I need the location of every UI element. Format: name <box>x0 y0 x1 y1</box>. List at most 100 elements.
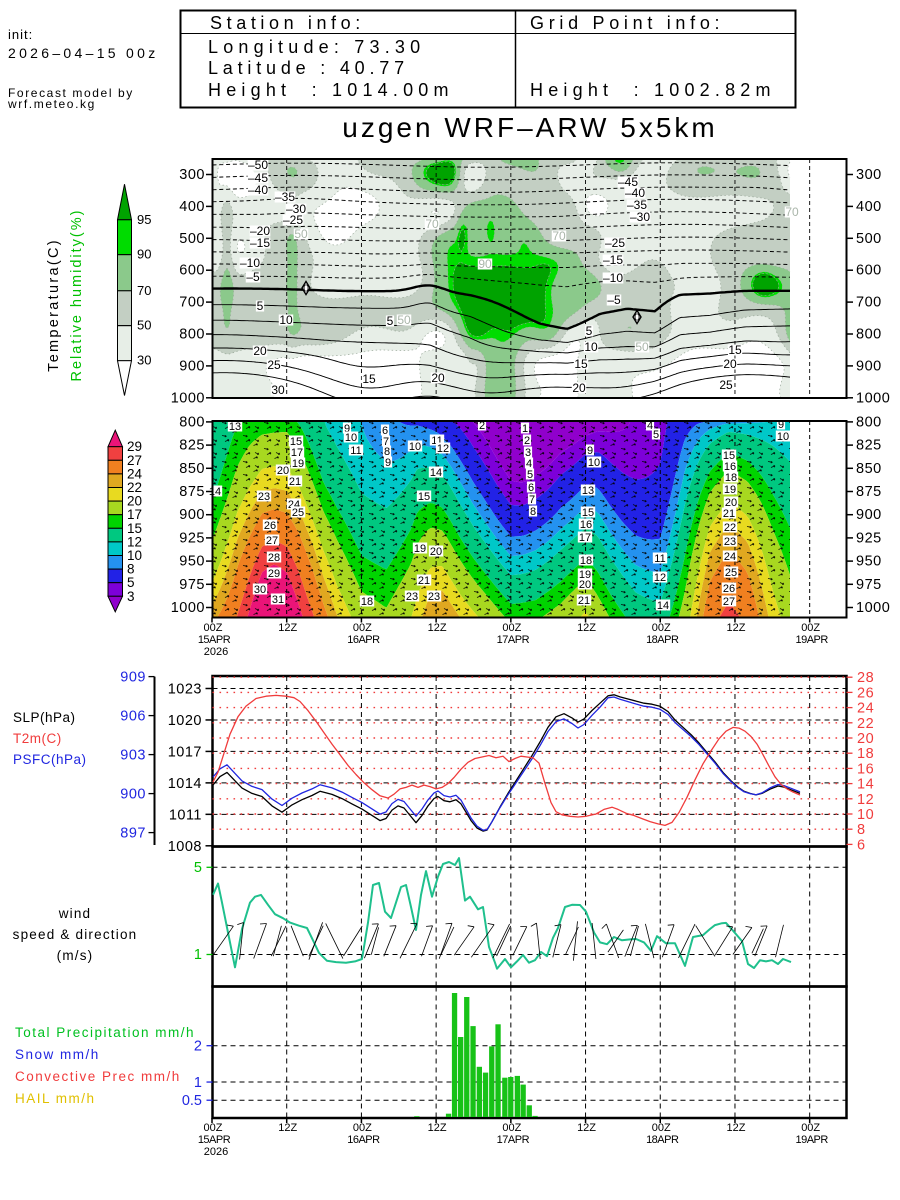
svg-text:2: 2 <box>194 1039 202 1055</box>
svg-text:–40: –40 <box>248 183 268 197</box>
svg-text:28: 28 <box>268 552 280 564</box>
svg-text:897: 897 <box>120 826 146 842</box>
svg-text:25: 25 <box>719 378 733 392</box>
svg-text:90: 90 <box>137 247 151 262</box>
svg-text:12: 12 <box>127 534 142 549</box>
svg-text:16: 16 <box>857 761 874 777</box>
svg-text:900: 900 <box>179 358 205 374</box>
svg-text:12Z: 12Z <box>428 1122 447 1134</box>
svg-text:23: 23 <box>406 591 418 603</box>
svg-text:17APR: 17APR <box>497 634 530 646</box>
svg-text:1020: 1020 <box>168 713 202 729</box>
svg-text:8: 8 <box>127 562 135 577</box>
svg-text:22: 22 <box>724 522 736 534</box>
svg-text:1008: 1008 <box>168 839 202 855</box>
svg-text:27: 27 <box>127 453 142 468</box>
svg-text:30: 30 <box>254 584 266 596</box>
svg-text:1: 1 <box>522 423 528 435</box>
svg-text:5: 5 <box>127 575 135 590</box>
svg-text:11: 11 <box>350 445 361 457</box>
svg-text:(m/s): (m/s) <box>57 948 94 963</box>
svg-text:8: 8 <box>384 446 390 458</box>
svg-text:17: 17 <box>579 532 591 544</box>
svg-text:400: 400 <box>179 199 205 215</box>
svg-text:0: 0 <box>634 312 640 324</box>
svg-text:30: 30 <box>271 383 285 397</box>
svg-text:1017: 1017 <box>168 744 202 760</box>
svg-text:–25: –25 <box>605 236 625 250</box>
svg-text:906: 906 <box>120 709 146 725</box>
svg-text:25: 25 <box>725 567 737 579</box>
svg-text:600: 600 <box>179 263 205 279</box>
svg-text:28: 28 <box>857 670 874 686</box>
svg-text:18: 18 <box>725 472 737 484</box>
svg-text:70: 70 <box>425 217 439 231</box>
svg-text:Grid Point info:: Grid Point info: <box>530 13 724 33</box>
svg-text:925: 925 <box>856 530 882 546</box>
svg-text:2026–04–15 00z: 2026–04–15 00z <box>8 45 159 61</box>
svg-text:975: 975 <box>856 577 882 593</box>
svg-text:8: 8 <box>530 506 536 518</box>
svg-text:5: 5 <box>527 469 533 481</box>
svg-text:10: 10 <box>345 432 357 444</box>
svg-text:–25: –25 <box>283 213 303 227</box>
svg-text:wind: wind <box>58 906 92 921</box>
svg-text:18: 18 <box>580 555 592 567</box>
svg-text:800: 800 <box>856 414 882 430</box>
svg-text:12Z: 12Z <box>726 622 745 634</box>
svg-text:903: 903 <box>120 748 146 764</box>
svg-text:825: 825 <box>179 438 205 454</box>
svg-text:900: 900 <box>856 507 882 523</box>
svg-text:950: 950 <box>856 554 882 570</box>
svg-text:10: 10 <box>777 431 789 443</box>
svg-text:11: 11 <box>654 553 665 565</box>
svg-text:16APR: 16APR <box>347 1134 380 1146</box>
svg-text:5: 5 <box>194 860 202 876</box>
svg-text:HAIL mm/h: HAIL mm/h <box>15 1091 96 1106</box>
svg-text:925: 925 <box>179 530 205 546</box>
svg-text:6: 6 <box>382 425 388 437</box>
svg-text:wrf.meteo.kg: wrf.meteo.kg <box>7 97 96 111</box>
svg-text:3: 3 <box>127 589 135 604</box>
svg-text:21: 21 <box>418 575 430 587</box>
svg-text:50: 50 <box>635 340 649 354</box>
svg-text:5: 5 <box>586 324 593 338</box>
svg-text:15: 15 <box>127 521 142 536</box>
svg-text:1000: 1000 <box>856 390 890 406</box>
svg-text:70: 70 <box>552 229 566 243</box>
svg-text:7: 7 <box>529 494 535 506</box>
svg-text:00Z: 00Z <box>801 622 820 634</box>
svg-text:600: 600 <box>856 263 882 279</box>
svg-text:9: 9 <box>385 457 391 469</box>
svg-text:uzgen WRF–ARW 5x5km: uzgen WRF–ARW 5x5km <box>342 112 717 143</box>
svg-text:26: 26 <box>723 583 735 595</box>
svg-text:1011: 1011 <box>169 807 202 823</box>
svg-text:8: 8 <box>857 822 866 838</box>
svg-text:975: 975 <box>179 577 205 593</box>
svg-text:Height : 1014.00m: Height : 1014.00m <box>208 80 454 100</box>
svg-text:00Z: 00Z <box>353 622 372 634</box>
svg-text:1000: 1000 <box>171 390 205 406</box>
svg-text:1000: 1000 <box>171 600 205 616</box>
svg-text:825: 825 <box>856 438 882 454</box>
svg-text:15APR: 15APR <box>198 1134 231 1146</box>
svg-text:20: 20 <box>723 357 737 371</box>
svg-text:14: 14 <box>857 777 874 793</box>
svg-text:17: 17 <box>127 507 142 522</box>
svg-text:Station info:: Station info: <box>210 13 365 33</box>
svg-text:6: 6 <box>857 837 866 853</box>
svg-text:–15: –15 <box>603 253 623 267</box>
svg-text:Total Precipitation mm/h: Total Precipitation mm/h <box>15 1025 195 1040</box>
svg-text:1000: 1000 <box>856 600 890 616</box>
svg-text:300: 300 <box>856 167 882 183</box>
svg-text:12: 12 <box>857 792 874 808</box>
svg-text:Forecast model by: Forecast model by <box>8 86 134 100</box>
svg-text:00Z: 00Z <box>204 1122 223 1134</box>
svg-text:909: 909 <box>120 670 146 686</box>
svg-text:70: 70 <box>137 283 151 298</box>
svg-text:26: 26 <box>264 520 276 532</box>
svg-text:500: 500 <box>856 231 882 247</box>
svg-text:1023: 1023 <box>168 681 202 697</box>
svg-text:29: 29 <box>268 568 280 580</box>
svg-text:70: 70 <box>785 205 799 219</box>
